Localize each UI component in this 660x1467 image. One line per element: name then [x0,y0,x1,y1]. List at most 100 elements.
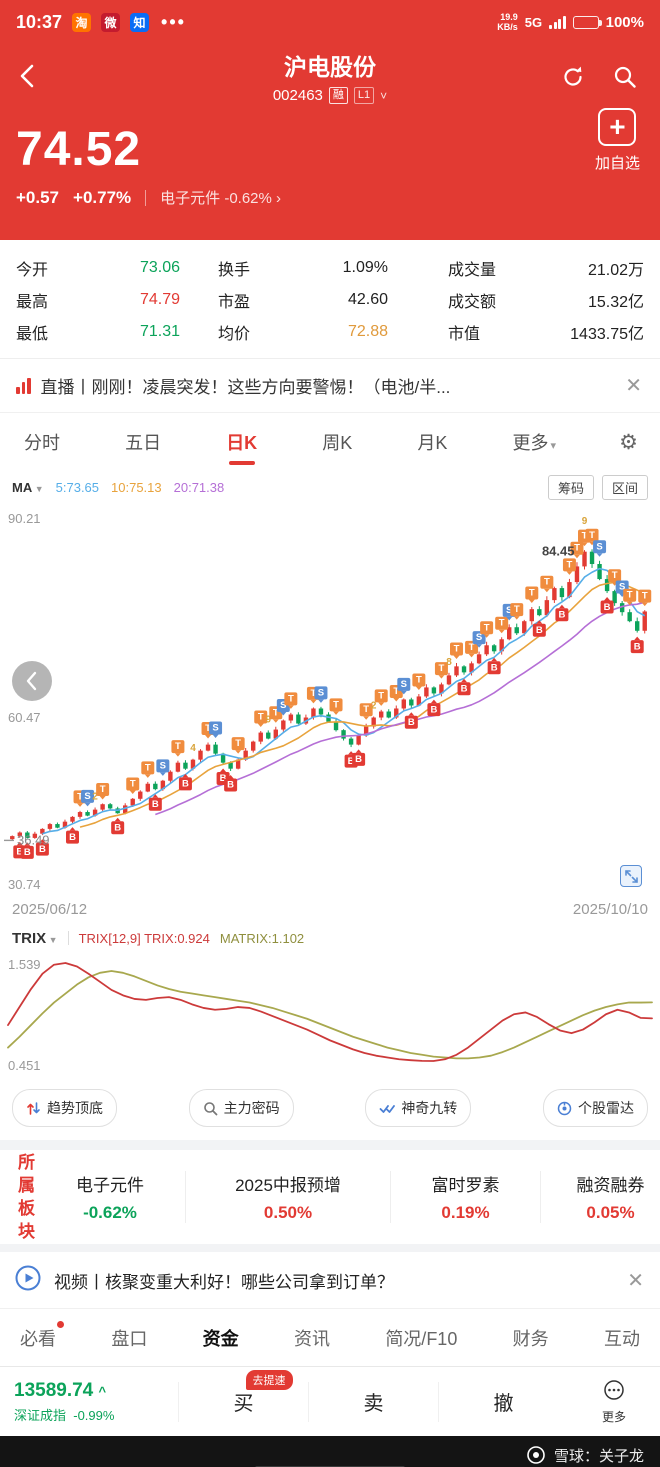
svg-text:9: 9 [265,714,271,725]
content-tab-互动[interactable]: 互动 [604,1328,640,1349]
refresh-icon[interactable] [558,62,588,92]
search-icon[interactable] [610,62,640,92]
sector-section-title: 所属 板块 [18,1153,35,1241]
tab-日K[interactable]: 日K [224,423,259,461]
tab-月K[interactable]: 月K [417,433,448,453]
trix-chart[interactable]: 1.539 0.451 [0,953,660,1075]
stock-name-title: 沪电股份 [284,54,376,80]
live-news-ticker[interactable]: 直播丨刚刚！凌晨突发！这些方向要警惕！（电池/半... ✕ [0,359,660,413]
settings-gear-icon[interactable]: ⚙ [619,430,638,454]
svg-text:B: B [227,780,234,791]
sector-quick-link[interactable]: 电子元件 -0.62% › [160,190,282,207]
zhihu-app-icon: 知 [130,12,150,32]
feature-buttons-row: 趋势顶底 主力密码 神奇九转 个股雷达 [0,1080,660,1140]
svg-text:S: S [84,791,90,802]
scroll-left-button[interactable] [12,661,52,701]
svg-text:T: T [582,531,588,542]
tab-五日[interactable]: 五日 [125,433,162,453]
magic-nine-button[interactable]: 神奇九转 [365,1089,472,1127]
close-icon[interactable]: ✕ [625,375,642,397]
battery-percent: 100% [605,13,644,31]
date-end: 2025/10/10 [572,900,648,918]
margin-tag: 融 [328,87,348,104]
signal-icon [549,15,566,29]
index-quote[interactable]: 13589.74 ^ 深证成指 -0.99% [14,1379,115,1423]
add-to-watchlist-button[interactable]: + 加自选 [595,108,640,173]
back-icon[interactable] [14,58,44,94]
fullscreen-icon[interactable] [620,865,642,887]
svg-text:B: B [634,641,641,652]
stat-最低: 最低 71.31 [16,323,180,343]
svg-text:T: T [378,690,384,701]
more-circle-icon [604,1379,624,1400]
svg-text:S: S [506,605,512,616]
svg-text:1.539: 1.539 [8,957,41,972]
svg-text:T: T [529,587,535,598]
price-change-pct: +0.77% [73,187,132,207]
svg-text:8: 8 [446,657,452,668]
tab-周K[interactable]: 周K [322,433,353,453]
sector-item-2[interactable]: 2025中报预增 0.50% [185,1171,390,1223]
svg-text:T: T [333,699,339,710]
more-button[interactable]: 更多 [568,1379,660,1425]
main-force-icon [203,1101,218,1116]
svg-text:T: T [469,642,475,653]
tab-分时[interactable]: 分时 [24,433,60,453]
red-header-section: 10:37 淘 微 知 ••• 19.9 KB/s 5G 100% 沪电股份 00… [0,0,660,240]
period-tabbar: 分时 五日 日K 周K 月K 更多 ▾ ⚙ [0,413,660,471]
svg-text:T: T [175,741,181,752]
sector-item-4[interactable]: 融资融券 0.05% [540,1171,660,1223]
svg-text:T: T [439,663,445,674]
current-price: 74.52 [16,123,142,176]
ma-selector[interactable]: MA ▼ [12,479,44,495]
content-tab-必看[interactable]: 必看 [20,1320,64,1351]
content-tab-盘口[interactable]: 盘口 [111,1328,148,1349]
range-button[interactable]: 区间 [601,474,648,500]
svg-text:T: T [514,604,520,615]
trend-top-bottom-button[interactable]: 趋势顶底 [12,1089,117,1127]
taobao-app-icon: 淘 [72,12,92,32]
svg-text:B: B [558,609,565,620]
svg-text:B: B [16,847,23,858]
title-bar: 沪电股份 002463 融 L1 ˅ [0,44,660,114]
divider [178,1381,179,1422]
stock-radar-button[interactable]: 个股雷达 [542,1089,648,1127]
candlestick-chart[interactable]: 90.21 60.47 30.74 B B B B T S 2 T B T T B S T B 4 T S B B T T 9 T S… [0,503,660,895]
svg-text:T: T [288,693,294,704]
svg-text:B: B [152,799,159,810]
svg-text:T: T [484,622,490,633]
sell-button[interactable]: 卖 [363,1393,384,1415]
tab-更多[interactable]: 更多 ▾ [512,433,557,453]
svg-text:9: 9 [582,516,588,527]
divider [145,189,147,206]
svg-text:B: B [348,756,355,767]
quote-block: 74.52 +0.57 +0.77% 电子元件 -0.62% › + 加自选 [0,108,660,208]
chips-button[interactable]: 筹码 [547,474,594,500]
sector-item-3[interactable]: 富时罗素 0.19% [390,1171,540,1223]
svg-text:0.451: 0.451 [8,1058,41,1073]
cancel-order-button[interactable]: 撤 [493,1393,514,1415]
svg-text:4: 4 [190,743,196,754]
content-tab-资金[interactable]: 资金 [202,1328,239,1349]
svg-text:T: T [258,711,264,722]
svg-text:S: S [280,700,286,711]
svg-text:S: S [619,581,625,592]
video-banner[interactable]: 视频丨核聚变重大利好！哪些公司拿到订单？ ✕ [0,1252,660,1308]
network-type: 5G [524,14,543,30]
main-force-button[interactable]: 主力密码 [188,1089,294,1127]
content-tab-资讯[interactable]: 资讯 [293,1328,330,1349]
svg-text:2: 2 [371,700,377,711]
stock-code-row[interactable]: 002463 融 L1 ˅ [0,87,660,104]
svg-text:B: B [408,717,415,728]
caret-up-icon: ^ [98,1383,107,1399]
close-icon[interactable]: ✕ [627,1269,644,1292]
ma-legend-row: MA ▼ 5:73.65 10:75.13 20:71.38 筹码 区间 [0,471,660,503]
svg-text:B: B [355,754,362,765]
svg-text:B: B [24,847,31,858]
content-tab-简况/F10[interactable]: 简况/F10 [385,1328,458,1349]
indicator-selector[interactable]: TRIX ▼ [12,929,58,947]
content-tab-财务[interactable]: 财务 [512,1328,549,1349]
buy-button[interactable]: 买 去提速 [179,1367,308,1436]
sector-item-1[interactable]: 电子元件 -0.62% [76,1176,144,1222]
